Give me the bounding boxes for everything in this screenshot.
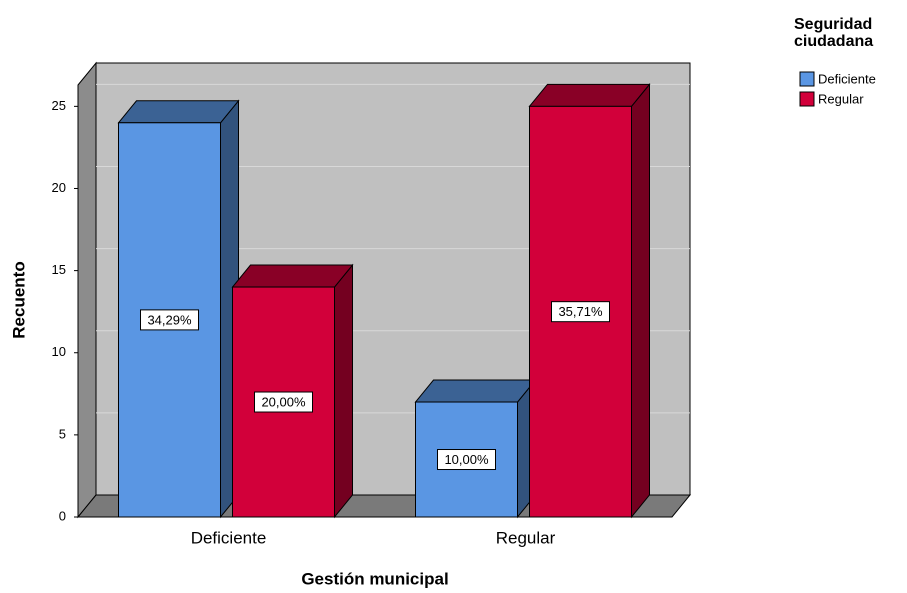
data-label-box	[551, 301, 610, 323]
y-axis-title: Recuento	[9, 261, 28, 338]
bar-top	[414, 379, 537, 403]
bar-top	[231, 264, 354, 288]
y-tick-label: 10	[52, 344, 66, 359]
y-tick-label: 0	[59, 508, 66, 523]
legend-title: Seguridad ciudadana	[794, 16, 874, 50]
y-tick-label: 15	[52, 262, 66, 277]
y-tick-label: 25	[52, 98, 66, 113]
bar	[231, 263, 354, 519]
data-label: 10,00%	[444, 452, 489, 467]
x-tick-label: Deficiente	[191, 528, 267, 547]
bar-top	[117, 100, 240, 124]
data-label: 35,71%	[558, 304, 603, 319]
bar-side	[631, 82, 650, 519]
x-axis-title: Gestión municipal	[301, 569, 448, 588]
bar-front	[232, 286, 335, 518]
y-tick-label: 5	[59, 426, 66, 441]
bar-top	[528, 83, 651, 107]
legend-label: Regular	[818, 91, 864, 106]
bar	[414, 378, 537, 519]
left-wall	[77, 61, 97, 519]
bar	[117, 99, 240, 519]
data-label-box	[254, 391, 313, 413]
legend-swatch	[799, 91, 815, 107]
bar	[528, 82, 651, 519]
bar-side	[334, 263, 353, 519]
legend-swatch	[799, 71, 815, 87]
legend-label: Deficiente	[818, 71, 876, 86]
data-label-box	[437, 449, 496, 471]
x-tick-label: Regular	[496, 528, 556, 547]
data-label: 34,29%	[147, 312, 192, 327]
y-tick-label: 20	[52, 180, 66, 195]
data-label-box	[140, 309, 199, 331]
data-label: 20,00%	[261, 394, 306, 409]
